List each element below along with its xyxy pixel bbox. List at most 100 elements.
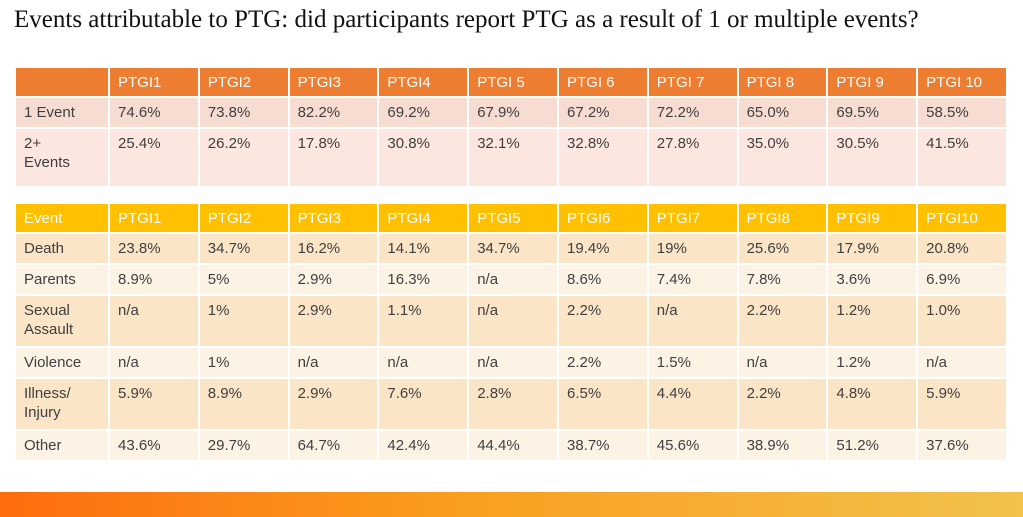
value-cell: 6.9%: [916, 263, 1008, 296]
column-header: PTGI9: [826, 202, 919, 234]
row-label: Other: [14, 429, 110, 462]
value-cell: 58.5%: [916, 96, 1008, 129]
value-cell: 34.7%: [467, 232, 559, 265]
value-cell: n/a: [377, 346, 470, 379]
value-cell: 41.5%: [916, 127, 1008, 188]
value-cell: 7.4%: [646, 263, 739, 296]
value-cell: 67.9%: [467, 96, 559, 129]
value-cell: 69.2%: [377, 96, 470, 129]
table-row: Violence n/a 1% n/a n/a n/a 2.2% 1.5% n/a 1.2% n/a: [14, 346, 1008, 379]
row-label-column-header: [14, 66, 110, 98]
value-cell: 5%: [197, 263, 290, 296]
value-cell: 2.2%: [736, 294, 829, 348]
column-header: PTGI7: [646, 202, 739, 234]
column-header: PTGI3: [287, 202, 380, 234]
value-cell: 1.1%: [377, 294, 470, 348]
value-cell: 1.2%: [826, 294, 919, 348]
value-cell: 65.0%: [736, 96, 829, 129]
column-header: PTGI2: [197, 202, 290, 234]
value-cell: 45.6%: [646, 429, 739, 462]
header-row: Event PTGI1 PTGI2 PTGI3 PTGI4 PTGI5 PTGI6 PTGI7…: [14, 202, 1008, 234]
value-cell: 27.8%: [646, 127, 739, 188]
value-cell: 30.8%: [377, 127, 470, 188]
value-cell: n/a: [467, 346, 559, 379]
value-cell: 2.8%: [467, 377, 559, 431]
row-label: Violence: [14, 346, 110, 379]
column-header: PTGI 7: [646, 66, 739, 98]
event-type-table-body: Death 23.8% 34.7% 16.2% 14.1% 34.7% 19.4% 19% 25…: [14, 232, 1008, 462]
value-cell: 1%: [197, 346, 290, 379]
events-count-table-header: PTGI1 PTGI2 PTGI3 PTGI4 PTGI 5 PTGI 6 PTGI 7 PT…: [14, 66, 1008, 98]
value-cell: 6.5%: [556, 377, 649, 431]
column-header: PTGI1: [108, 202, 200, 234]
column-header: PTGI 5: [467, 66, 559, 98]
event-type-table: Event PTGI1 PTGI2 PTGI3 PTGI4 PTGI5 PTGI6 PTGI7…: [14, 202, 1008, 462]
column-header: PTGI2: [197, 66, 290, 98]
value-cell: n/a: [736, 346, 829, 379]
value-cell: 32.8%: [556, 127, 649, 188]
value-cell: 5.9%: [916, 377, 1008, 431]
value-cell: 8.6%: [556, 263, 649, 296]
value-cell: 42.4%: [377, 429, 470, 462]
value-cell: n/a: [467, 263, 559, 296]
events-count-table: PTGI1 PTGI2 PTGI3 PTGI4 PTGI 5 PTGI 6 PTGI 7 PT…: [14, 66, 1008, 188]
value-cell: 19.4%: [556, 232, 649, 265]
value-cell: 17.9%: [826, 232, 919, 265]
value-cell: 1.0%: [916, 294, 1008, 348]
value-cell: 25.6%: [736, 232, 829, 265]
column-header: PTGI1: [108, 66, 200, 98]
value-cell: 82.2%: [287, 96, 380, 129]
table-row: Death 23.8% 34.7% 16.2% 14.1% 34.7% 19.4% 19% 25…: [14, 232, 1008, 265]
value-cell: 4.4%: [646, 377, 739, 431]
value-cell: 43.6%: [108, 429, 200, 462]
bottom-gradient-bar: [0, 492, 1023, 517]
column-header: PTGI3: [287, 66, 380, 98]
header-row: PTGI1 PTGI2 PTGI3 PTGI4 PTGI 5 PTGI 6 PTGI 7 PT…: [14, 66, 1008, 98]
table-row: Other 43.6% 29.7% 64.7% 42.4% 44.4% 38.7% 45.6%…: [14, 429, 1008, 462]
value-cell: 30.5%: [826, 127, 919, 188]
value-cell: 29.7%: [197, 429, 290, 462]
value-cell: 20.8%: [916, 232, 1008, 265]
value-cell: 37.6%: [916, 429, 1008, 462]
value-cell: 32.1%: [467, 127, 559, 188]
event-type-table-header: Event PTGI1 PTGI2 PTGI3 PTGI4 PTGI5 PTGI6 PTGI7…: [14, 202, 1008, 234]
value-cell: 44.4%: [467, 429, 559, 462]
value-cell: 2.2%: [556, 294, 649, 348]
value-cell: 1.5%: [646, 346, 739, 379]
value-cell: 1%: [197, 294, 290, 348]
value-cell: 51.2%: [826, 429, 919, 462]
row-label: 2+ Events: [14, 127, 110, 188]
value-cell: 38.9%: [736, 429, 829, 462]
value-cell: n/a: [646, 294, 739, 348]
column-header: PTGI5: [467, 202, 559, 234]
value-cell: 7.8%: [736, 263, 829, 296]
value-cell: 2.2%: [736, 377, 829, 431]
table-row: Illness/ Injury 5.9% 8.9% 2.9% 7.6% 2.8% 6.5% 4…: [14, 377, 1008, 431]
value-cell: 69.5%: [826, 96, 919, 129]
value-cell: n/a: [108, 346, 200, 379]
row-label: Illness/ Injury: [14, 377, 110, 431]
table-row: 2+ Events 25.4% 26.2% 17.8% 30.8% 32.1% 32.8% 2…: [14, 127, 1008, 188]
value-cell: 7.6%: [377, 377, 470, 431]
table-row: Sexual Assault n/a 1% 2.9% 1.1% n/a 2.2% n/a 2.2…: [14, 294, 1008, 348]
value-cell: 8.9%: [108, 263, 200, 296]
value-cell: 2.9%: [287, 263, 380, 296]
column-header: PTGI 6: [556, 66, 649, 98]
row-label: Parents: [14, 263, 110, 296]
value-cell: n/a: [108, 294, 200, 348]
value-cell: 3.6%: [826, 263, 919, 296]
table-row: 1 Event 74.6% 73.8% 82.2% 69.2% 67.9% 67.2% 72.…: [14, 96, 1008, 129]
value-cell: 1.2%: [826, 346, 919, 379]
value-cell: 4.8%: [826, 377, 919, 431]
value-cell: 16.2%: [287, 232, 380, 265]
value-cell: 17.8%: [287, 127, 380, 188]
column-header: PTGI4: [377, 202, 470, 234]
value-cell: 2.9%: [287, 377, 380, 431]
value-cell: n/a: [287, 346, 380, 379]
value-cell: 73.8%: [197, 96, 290, 129]
value-cell: 2.9%: [287, 294, 380, 348]
value-cell: 25.4%: [108, 127, 200, 188]
value-cell: 26.2%: [197, 127, 290, 188]
value-cell: 74.6%: [108, 96, 200, 129]
